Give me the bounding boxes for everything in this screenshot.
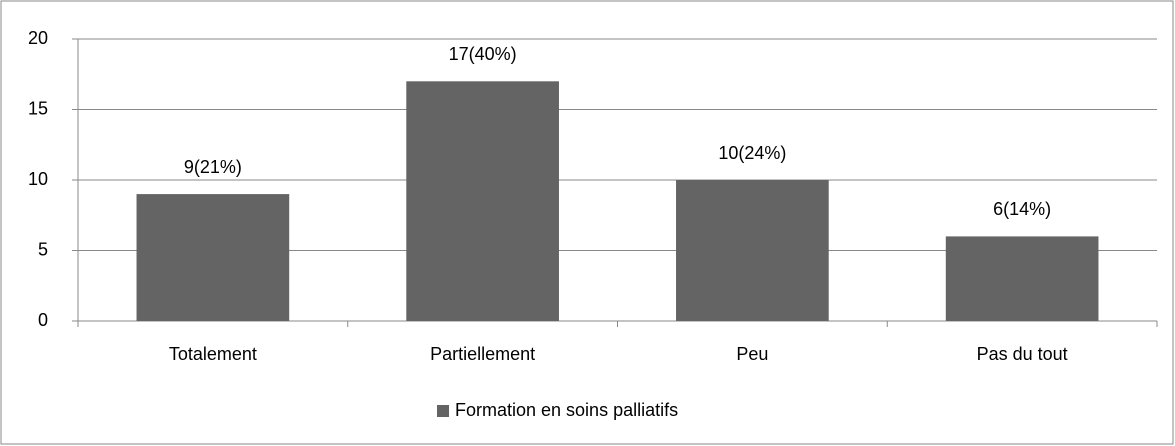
bar <box>136 194 290 321</box>
bar <box>406 81 559 321</box>
y-tick-label: 10 <box>28 169 48 189</box>
y-tick-label: 5 <box>38 239 48 259</box>
legend-label: Formation en soins palliatifs <box>455 400 678 420</box>
data-label: 9(21%) <box>184 157 242 177</box>
y-tick-label: 20 <box>28 28 48 48</box>
bar <box>676 180 829 321</box>
x-tick-label: Totalement <box>169 344 257 364</box>
x-tick-label: Partiellement <box>430 344 535 364</box>
bar <box>945 236 1099 321</box>
x-tick-label: Peu <box>736 344 768 364</box>
x-tick-label: Pas du tout <box>977 344 1068 364</box>
data-label: 17(40%) <box>449 44 517 64</box>
legend-swatch <box>437 405 449 417</box>
data-label: 10(24%) <box>718 143 786 163</box>
data-label: 6(14%) <box>993 199 1051 219</box>
y-tick-label: 15 <box>28 98 48 118</box>
y-tick-label: 0 <box>38 310 48 330</box>
